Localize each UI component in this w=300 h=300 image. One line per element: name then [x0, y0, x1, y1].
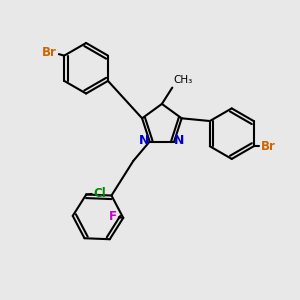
- Text: CH₃: CH₃: [174, 75, 193, 85]
- Text: N: N: [139, 134, 149, 147]
- Text: Cl: Cl: [94, 187, 106, 200]
- Text: F: F: [109, 210, 117, 223]
- Text: N: N: [174, 134, 185, 147]
- Text: Br: Br: [261, 140, 276, 153]
- Text: Br: Br: [42, 46, 57, 59]
